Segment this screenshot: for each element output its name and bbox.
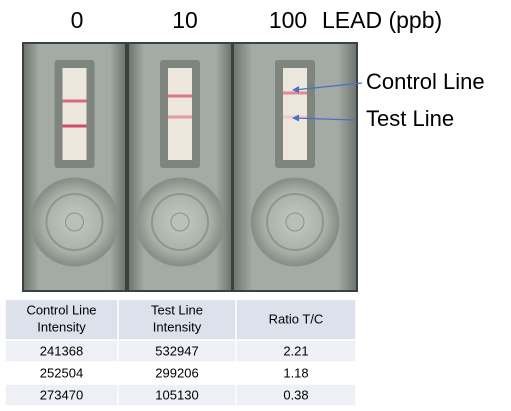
unit-label: LEAD (ppb) (322, 7, 442, 33)
table-cell: 299206 (155, 365, 198, 380)
arrow (293, 117, 356, 121)
test-pad (283, 68, 307, 160)
table-header-bg (5, 300, 356, 340)
table-cell: 105130 (155, 387, 198, 402)
header-cell: Intensity (153, 319, 202, 334)
table-cell: 252504 (40, 365, 83, 380)
sample-well-inner (266, 193, 324, 251)
test-pad (168, 68, 192, 160)
control-annotation: Control Line (366, 69, 485, 94)
table-row-bg (5, 362, 356, 384)
header-cell: Test Line (151, 302, 203, 317)
header-cell: Ratio T/C (269, 311, 324, 326)
sample-well-center (170, 212, 190, 232)
table-cell: 532947 (155, 343, 198, 358)
table-row-bg (5, 340, 356, 362)
level-label: 0 (71, 7, 84, 33)
arrow (293, 82, 363, 91)
level-label: 10 (172, 7, 198, 33)
sample-well-inner (45, 193, 104, 251)
table: Control Line Intensity Test Line Intensity R… (4, 300, 357, 407)
control-band (168, 94, 192, 98)
header-cell: Intensity (37, 319, 86, 334)
control-band (283, 91, 307, 95)
test-band (62, 124, 87, 128)
test-pad (62, 68, 87, 160)
table-cell: 1.18 (283, 365, 308, 380)
strips (24, 44, 356, 290)
table-cell: 0.38 (283, 387, 308, 402)
control-band (62, 99, 87, 103)
arrowhead (292, 86, 299, 93)
test-annotation: Test Line (366, 106, 454, 131)
sample-well-center (285, 212, 305, 232)
level-label: 100 (269, 7, 307, 33)
test-band (168, 115, 192, 119)
sample-well-center (65, 212, 84, 232)
table-cell: 273470 (40, 387, 83, 402)
arrowhead (292, 114, 299, 122)
table-cell: 2.21 (283, 343, 308, 358)
header-cell: Control Line (26, 302, 96, 317)
table-cell: 241368 (40, 343, 83, 358)
sample-well-inner (151, 193, 209, 251)
table-row-bg (5, 384, 356, 406)
